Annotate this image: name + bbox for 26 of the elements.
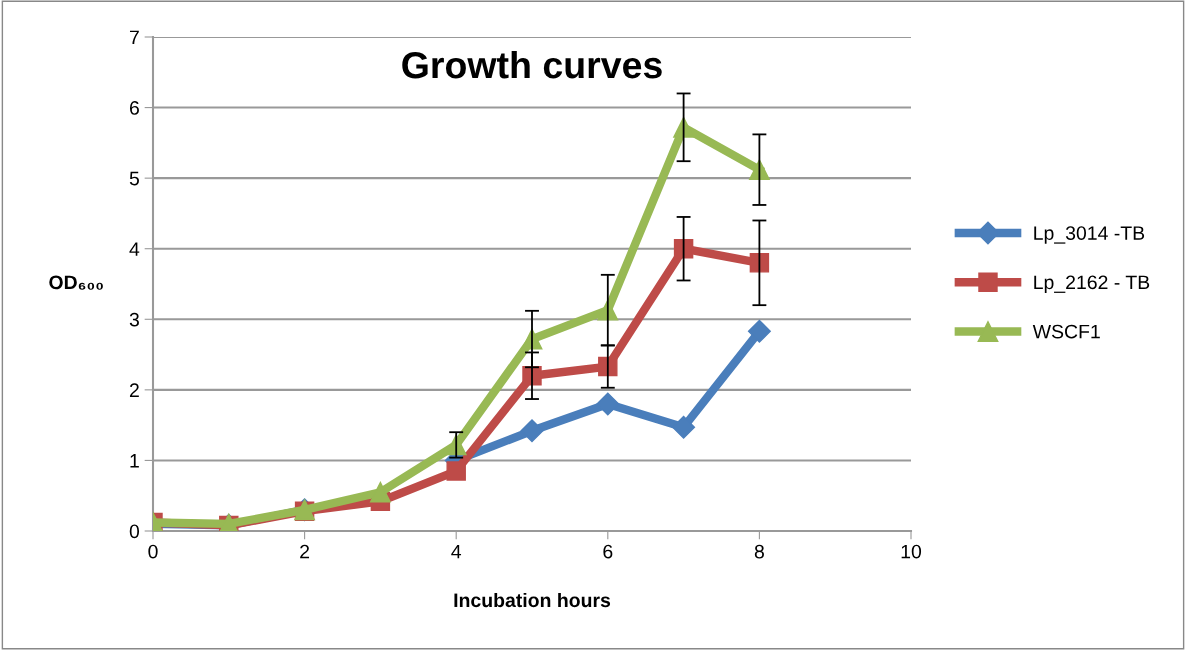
y-tick-label: 6 [129,101,139,115]
point [672,415,696,439]
x-tick-label: 4 [451,544,462,559]
point [369,481,391,503]
x-tick-label: 0 [148,544,158,559]
y-tick-label: 5 [129,171,139,186]
y-tick-label: 1 [130,454,139,468]
chart-title: Growth curves [402,50,662,79]
point [747,319,771,343]
y-tick-label: 2 [129,383,139,397]
x-tick-label: 6 [603,544,613,559]
y-tick-label: 7 [129,30,139,45]
x-axis-title: Incubation hours [454,592,611,608]
y-tick-label: 3 [129,312,139,327]
legend-label: Lp_2162 - TB [1034,275,1150,294]
y-tick-label: 0 [129,524,140,539]
point [520,419,544,443]
legend-label: WSCF1 [1032,324,1100,339]
y-axis-title: OD₆₀₀ [49,275,103,290]
point [596,392,620,416]
legend-label: Lp_3014 -TB [1034,226,1145,244]
y-tick-label: 4 [129,242,140,256]
x-tick-label: 2 [300,544,310,559]
point [446,461,466,481]
x-tick-label: 8 [754,544,764,559]
x-tick-label: 10 [901,544,922,559]
